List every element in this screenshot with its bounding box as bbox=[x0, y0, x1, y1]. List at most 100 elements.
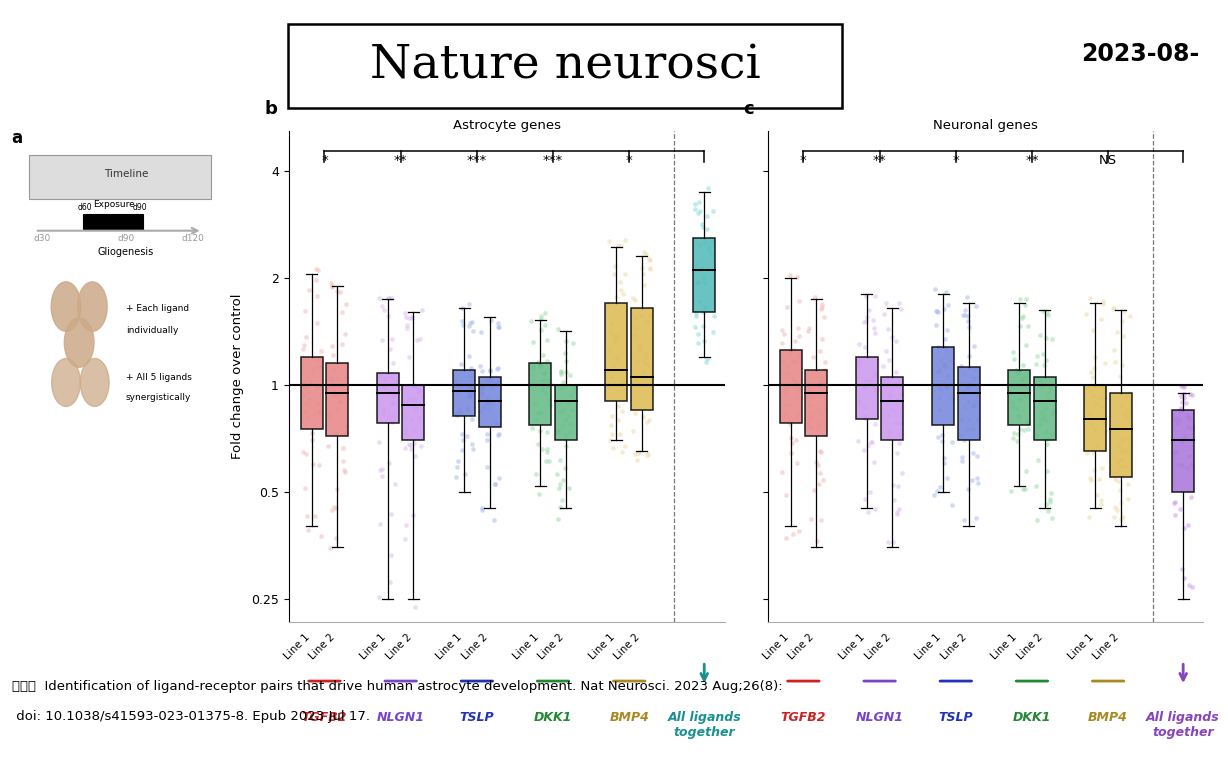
Point bbox=[603, 410, 623, 422]
Point bbox=[376, 387, 395, 399]
Point bbox=[323, 362, 343, 375]
Point bbox=[1164, 447, 1184, 459]
Point bbox=[523, 358, 543, 370]
Point bbox=[1108, 475, 1127, 488]
Point bbox=[937, 472, 957, 485]
Point bbox=[630, 342, 650, 354]
Text: BMP4: BMP4 bbox=[609, 710, 650, 723]
Point bbox=[952, 360, 971, 372]
Point bbox=[453, 435, 473, 447]
Point bbox=[689, 263, 709, 275]
Point bbox=[309, 458, 329, 471]
Point bbox=[927, 485, 947, 498]
Point bbox=[1113, 314, 1132, 326]
Point bbox=[548, 425, 567, 438]
Point bbox=[527, 468, 546, 481]
Point bbox=[685, 258, 705, 270]
Point bbox=[533, 374, 553, 386]
Point bbox=[889, 429, 909, 441]
Point bbox=[303, 458, 323, 471]
Point bbox=[1120, 310, 1140, 322]
Point bbox=[1108, 422, 1127, 434]
Text: individually: individually bbox=[126, 326, 178, 335]
Point bbox=[1011, 422, 1030, 435]
Point bbox=[610, 276, 630, 288]
Point bbox=[529, 488, 549, 501]
Point bbox=[1174, 572, 1194, 584]
Point bbox=[1165, 509, 1185, 521]
Point bbox=[1041, 333, 1061, 346]
Point bbox=[334, 464, 354, 476]
Point bbox=[458, 386, 478, 399]
Point bbox=[937, 343, 957, 356]
Point bbox=[953, 309, 973, 321]
Point bbox=[930, 482, 949, 494]
Point bbox=[884, 405, 904, 417]
Text: **: ** bbox=[873, 154, 887, 167]
Point bbox=[858, 304, 878, 316]
Point bbox=[1178, 409, 1197, 421]
Point bbox=[787, 271, 807, 283]
Point bbox=[1165, 412, 1185, 425]
Point bbox=[555, 462, 575, 475]
Point bbox=[937, 381, 957, 393]
Point bbox=[1111, 497, 1131, 509]
Point bbox=[966, 300, 986, 312]
Point bbox=[382, 333, 402, 346]
Point bbox=[957, 381, 976, 393]
Point bbox=[328, 372, 348, 384]
Point bbox=[685, 198, 705, 210]
Point bbox=[966, 512, 986, 525]
Point bbox=[554, 376, 573, 388]
Point bbox=[1013, 483, 1033, 495]
Point bbox=[809, 417, 829, 429]
Point bbox=[701, 248, 721, 260]
Point bbox=[785, 343, 804, 356]
Point bbox=[865, 418, 884, 430]
Point bbox=[775, 409, 795, 421]
Point bbox=[1013, 310, 1033, 323]
Point bbox=[540, 399, 560, 412]
Point bbox=[628, 356, 647, 368]
Point bbox=[865, 322, 884, 334]
Point bbox=[865, 503, 884, 515]
Point bbox=[629, 344, 648, 356]
Point bbox=[887, 335, 906, 347]
Point bbox=[785, 335, 804, 347]
Point bbox=[398, 393, 418, 406]
Point bbox=[812, 445, 831, 458]
Point bbox=[888, 379, 907, 391]
Point bbox=[1111, 359, 1131, 371]
Point bbox=[855, 410, 874, 422]
Point bbox=[478, 461, 497, 473]
FancyBboxPatch shape bbox=[29, 155, 211, 199]
Point bbox=[608, 400, 628, 412]
Text: All ligands
together: All ligands together bbox=[1146, 710, 1221, 739]
Point bbox=[1092, 462, 1111, 474]
Point bbox=[551, 365, 571, 377]
Bar bbox=[479, 377, 501, 427]
Point bbox=[636, 316, 656, 328]
Point bbox=[458, 403, 478, 415]
Bar bbox=[1034, 377, 1056, 440]
Point bbox=[332, 306, 351, 318]
Point bbox=[463, 443, 483, 455]
Point bbox=[1114, 511, 1133, 524]
Point bbox=[1109, 440, 1129, 452]
Point bbox=[1090, 498, 1110, 510]
Point bbox=[849, 435, 868, 447]
Point bbox=[382, 383, 402, 396]
Point bbox=[381, 389, 400, 402]
Point bbox=[801, 410, 820, 422]
Bar bbox=[856, 357, 878, 419]
Point bbox=[878, 425, 898, 438]
Point bbox=[404, 379, 424, 392]
Point bbox=[602, 372, 621, 384]
Point bbox=[561, 389, 581, 402]
Point bbox=[1183, 422, 1202, 434]
Point bbox=[474, 402, 494, 414]
Point bbox=[702, 205, 722, 217]
Point bbox=[386, 389, 405, 401]
Point bbox=[607, 290, 626, 303]
Point bbox=[323, 281, 343, 293]
